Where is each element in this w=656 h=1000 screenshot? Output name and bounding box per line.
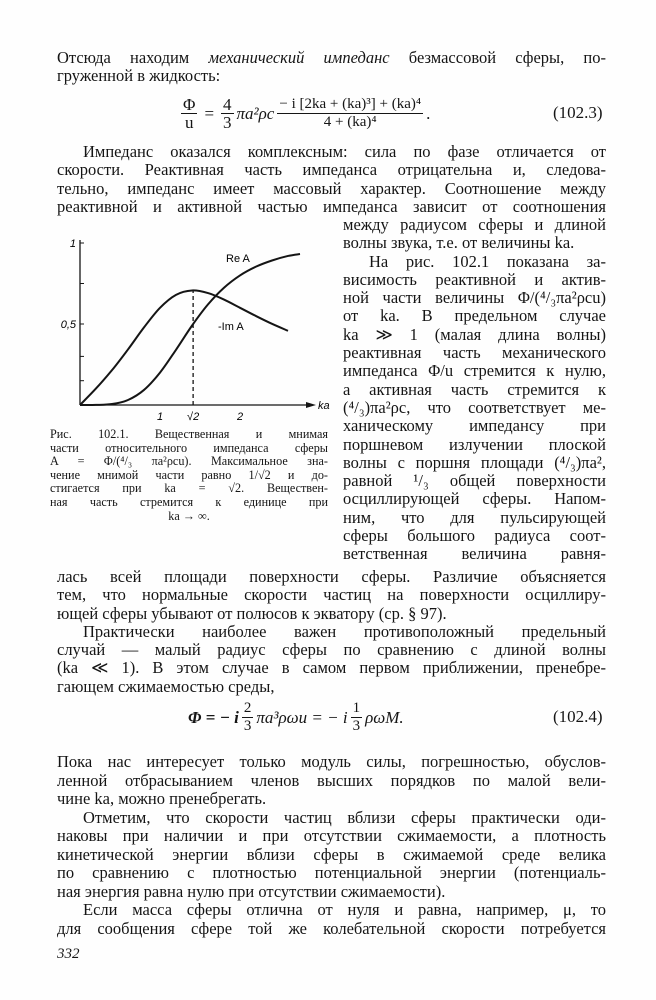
caption-line: части относительного импеданса сферы [50, 440, 328, 455]
text-line: реактивная часть механического [343, 343, 606, 363]
numerator: 2 [241, 700, 254, 718]
intro-paragraph: Отсюда находим механический импеданс без… [57, 48, 607, 86]
x-tick-label: √2 [187, 411, 199, 423]
text-line: наковы при наличии и при отсутствии сжим… [57, 826, 606, 845]
end-term: ρωM. [365, 707, 404, 727]
caption-line: ka → ∞. [168, 508, 210, 523]
text-line: поршневом излучении плоской [343, 434, 606, 454]
equation-number: (102.3) [553, 103, 603, 122]
text-line: а активная часть стремится к [343, 379, 606, 399]
x-tick-label: 1 [157, 411, 163, 423]
denominator: u [184, 113, 194, 132]
figure-caption: Рис. 102.1. Вещественная и мнимая части о… [50, 427, 328, 523]
text-line: волны звука, т.е. от величины ka. [343, 233, 575, 253]
text-line: тем, что нормальные скорости частиц на п… [57, 585, 606, 605]
text-line: ленной отбрасыванием членов высших поряд… [57, 770, 606, 790]
text-line: случай — малый радиус сферы по сравнению… [57, 640, 606, 660]
numerator: 1 [350, 700, 363, 718]
text-line: между радиусом сферы и длиной [343, 215, 606, 234]
text-line: реактивной и активной частью импеданса з… [57, 196, 606, 216]
numerator: Φ [181, 95, 198, 114]
lhs: Φ = − i [188, 707, 239, 727]
text-span: Отсюда находим [57, 48, 209, 67]
y-tick-label: 0,5 [61, 319, 77, 331]
text-line: осциллирующей сферы. Напом- [343, 489, 606, 509]
text-line: для сообщения сфере той же колебательной… [57, 918, 606, 938]
caption-line: ная часть стремится к единице при [50, 494, 328, 509]
period: . [426, 103, 431, 123]
text-line: импеданса Φ/u стремится к нулю, [343, 361, 606, 381]
text-line: Отсюда находим механический импеданс без… [57, 48, 607, 67]
text-line: Практически наиболее важен противоположн… [83, 621, 606, 641]
denominator: 3 [243, 718, 252, 734]
text-line: ним, что для пульсирующей [343, 507, 606, 527]
text-line: гающем сжимаемостью среды, [57, 676, 275, 696]
text-line: скорости. Реактивная часть импеданса отр… [57, 160, 606, 180]
caption-line: Рис. 102.1. Вещественная и мнимая [50, 427, 328, 441]
y-tick-label: 1 [70, 238, 76, 250]
x-axis-arrow-icon [306, 402, 316, 408]
series-line-re-a [79, 253, 301, 407]
fraction: − i [2ka + (ka)³] + (ka)⁴ 4 + (ka)⁴ [277, 96, 424, 131]
denominator: 4 + (ka)⁴ [323, 114, 377, 130]
text-line: тельно, импеданс имеет массовый характер… [57, 178, 606, 198]
text-line: волны с поршня площади (⁴/₃)πa², [343, 452, 606, 472]
text-line: от ka. В предельном случае [343, 306, 606, 326]
text-line: Пока нас интересует только модуль силы, … [57, 752, 606, 771]
text-line: (⁴/₃)πa²ρc, что соответствует ме- [343, 397, 606, 417]
denominator: 3 [352, 718, 361, 734]
series-label: -Im A [218, 321, 244, 333]
impedance-chart: 0,5 1 1 √2 2 ka Re A -Im A [61, 238, 330, 423]
x-tick-label: 2 [236, 411, 243, 423]
factor: πa²ρc [236, 103, 275, 123]
caption-line: A = Φ/(⁴/₃ πa²ρcu). Максимальное зна- [50, 454, 328, 469]
caption-line: чение мнимой части равно 1/√2 и до- [50, 467, 328, 482]
text-line: лась всей площади поверхности сферы. Раз… [57, 567, 606, 586]
text-span: безмассовой сферы, по- [389, 48, 607, 67]
equals-sign: = [204, 103, 215, 123]
text-line: кинетической энергии вблизи сферы в сжим… [57, 844, 606, 864]
equation-number: (102.4) [553, 707, 603, 726]
caption-line: стигается при ka = √2. Веществен- [50, 481, 328, 496]
text-line: груженной в жидкость: [57, 66, 221, 86]
impedance-paragraph: Импеданс оказался комплексным: сила по ф… [57, 142, 606, 216]
series-line-im-a [79, 289, 289, 406]
text-line: ka ≫ 1 (малая длина волны) [343, 324, 606, 344]
denominator: 3 [223, 113, 232, 132]
text-line: висимость реактивной и актив- [343, 269, 606, 289]
text-line: Отметим, что скорости частиц вблизи сфер… [83, 807, 606, 827]
middle-term: πa³ρωu = − i [256, 707, 348, 727]
emphasized-term: механический импеданс [208, 48, 390, 67]
text-line: равной ¹/₃ общей поверхности [343, 471, 606, 491]
text-line: ной части величины Φ/(⁴/₃πa²ρcu) [343, 288, 606, 308]
text-line: Импеданс оказался комплексным: сила по ф… [83, 142, 606, 161]
numerator: 4 [221, 95, 234, 114]
text-line: сферы большого радиуса соот- [343, 526, 606, 546]
x-axis-label: ka [318, 400, 330, 412]
text-line: чине ka, можно пренебрегать. [57, 789, 267, 808]
text-line: ветственная величина равня- [343, 544, 606, 564]
after-figure-paragraphs: лась всей площади поверхности сферы. Раз… [57, 567, 606, 696]
bottom-paragraphs: Пока нас интересует только модуль силы, … [57, 752, 606, 938]
text-line: по сравнению с плотностью потенциальной … [57, 863, 606, 882]
text-line: (ka ≪ 1). В этом случае в самом первом п… [57, 658, 606, 678]
text-line: ханическому импедансу при [343, 416, 606, 436]
series-label: Re A [226, 253, 251, 265]
text-line: На рис. 102.1 показана за- [369, 251, 606, 271]
text-line: Если масса сферы отлична от нуля и равна… [83, 900, 606, 919]
page-number: 332 [57, 946, 80, 962]
text-line: ющей сферы убывают от полюсов к экватору… [57, 603, 447, 623]
text-line: ная энергия равна нулю при отсутствии сж… [57, 881, 446, 901]
column-text: между радиусом сферы и длиной волны звука… [343, 215, 606, 564]
numerator: − i [2ka + (ka)³] + (ka)⁴ [277, 96, 424, 114]
